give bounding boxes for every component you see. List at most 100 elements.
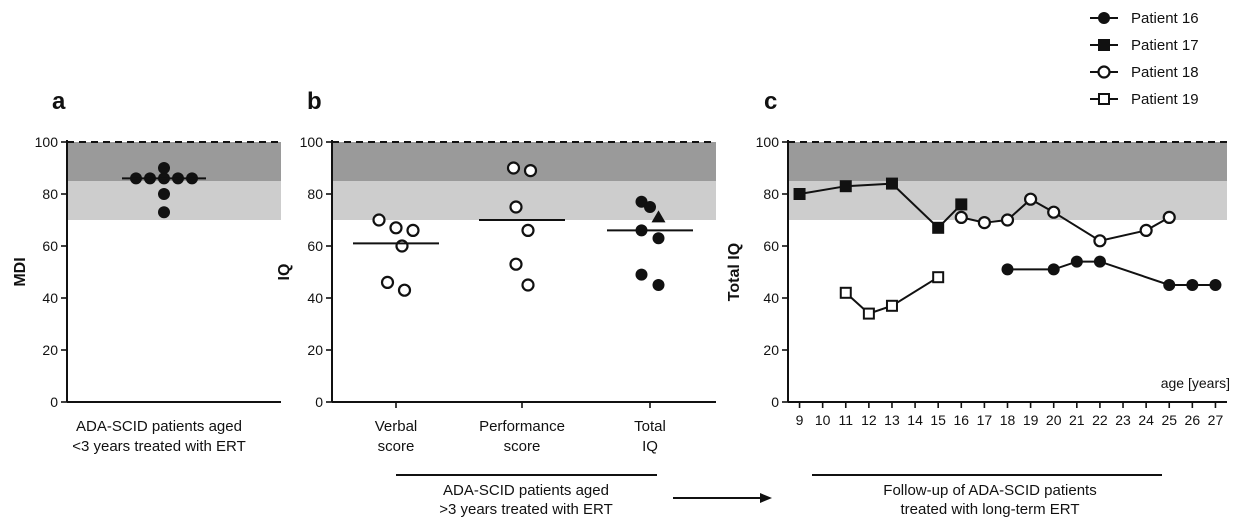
data-point-patient-19 [839, 286, 852, 299]
data-point-b [635, 268, 648, 281]
y-tick-label-a: 60 [42, 238, 58, 254]
series-line-patient-16 [1007, 260, 1216, 286]
y-tick-label-b: 0 [315, 394, 323, 410]
y-axis-label-a: MDI [12, 257, 29, 286]
data-point-patient-16 [1209, 279, 1222, 291]
data-point-patient-16 [1001, 263, 1014, 276]
x-tick-label-c: 25 [1161, 412, 1177, 428]
data-point-patient-16 [1186, 279, 1199, 291]
data-point-patient-17 [955, 198, 968, 211]
x-tick-label-c: 24 [1138, 412, 1154, 428]
category-label-b: Verbal [375, 418, 418, 435]
x-tick-label-c: 13 [884, 412, 900, 428]
data-point-patient-19 [862, 307, 875, 320]
x-tick-label-c: 11 [838, 412, 853, 428]
data-point-a [158, 162, 170, 174]
data-point-b [521, 278, 535, 292]
data-point-b [380, 275, 395, 289]
caption-a-line1: ADA-SCID patients aged [76, 418, 242, 435]
y-tick-label-c: 60 [763, 238, 779, 254]
category-label-b: score [504, 438, 541, 455]
caption-b-line1: ADA-SCID patients aged [443, 482, 609, 499]
legend-item-patient-17: Patient 17 [1090, 37, 1199, 54]
data-point-patient-18 [1162, 210, 1176, 224]
normal-range-band-dark-c [788, 142, 1227, 181]
x-tick-label-c: 18 [1000, 412, 1016, 428]
y-tick-label-c: 0 [771, 394, 779, 410]
plots-layer: 020406080100020406080100VerbalscorePerfo… [35, 134, 1227, 455]
x-tick-label-c: 19 [1023, 412, 1039, 428]
x-tick-label-c: 23 [1115, 412, 1131, 428]
normal-range-band-light-b [332, 181, 716, 220]
legend-item-patient-16: Patient 16 [1090, 10, 1199, 27]
caption-b-line2: >3 years treated with ERT [439, 501, 613, 518]
category-label-b: score [378, 438, 415, 455]
x-tick-label-c: 21 [1069, 412, 1085, 428]
x-axis-label-c: age [years] [1161, 375, 1230, 391]
x-tick-label-c: 16 [954, 412, 970, 428]
x-tick-label-c: 10 [815, 412, 831, 428]
legend-marker [1098, 12, 1110, 24]
data-point-b [521, 223, 535, 237]
data-point-b [644, 201, 656, 213]
normal-range-band-dark-b [332, 142, 716, 181]
caption-c-line2: treated with long-term ERT [901, 501, 1080, 518]
caption-a-line2: <3 years treated with ERT [72, 438, 246, 455]
data-point-b [506, 161, 521, 175]
data-point-b [523, 164, 538, 178]
data-point-patient-17 [839, 180, 852, 193]
legend-item-patient-18: Patient 18 [1090, 64, 1199, 81]
data-point-patient-18 [1000, 213, 1015, 227]
data-point-a [158, 188, 170, 200]
data-point-b [406, 223, 420, 237]
data-point-patient-19 [885, 299, 898, 312]
legend-label: Patient 19 [1131, 91, 1199, 108]
x-tick-label-c: 9 [796, 412, 804, 428]
y-tick-label-a: 100 [35, 134, 59, 150]
y-tick-label-b: 100 [300, 134, 324, 150]
x-tick-label-c: 15 [930, 412, 946, 428]
data-point-b [389, 221, 403, 235]
legend-item-patient-19: Patient 19 [1090, 91, 1199, 108]
data-point-patient-17 [793, 188, 806, 200]
y-tick-label-c: 100 [756, 134, 780, 150]
data-point-b [372, 213, 386, 227]
data-point-b [652, 279, 665, 291]
flow-arrow [673, 493, 772, 503]
legend-marker [1098, 93, 1110, 105]
caption-c-line1: Follow-up of ADA-SCID patients [883, 482, 1096, 499]
legend-label: Patient 17 [1131, 37, 1199, 54]
x-tick-label-c: 27 [1208, 412, 1224, 428]
y-axis-label-b: IQ [276, 264, 293, 281]
y-tick-label-b: 40 [307, 290, 323, 306]
category-label-b: IQ [642, 438, 658, 455]
x-tick-label-c: 12 [861, 412, 877, 428]
data-point-b [509, 257, 523, 271]
x-tick-label-c: 26 [1185, 412, 1201, 428]
normal-range-band-light-a [67, 181, 281, 220]
data-point-patient-18 [1047, 205, 1061, 219]
data-point-patient-18 [1024, 192, 1038, 206]
y-tick-label-c: 80 [763, 186, 779, 202]
data-point-a [158, 206, 170, 219]
legend-label: Patient 16 [1131, 10, 1199, 27]
x-tick-label-c: 22 [1092, 412, 1108, 428]
x-tick-label-c: 17 [977, 412, 993, 428]
data-point-patient-18 [1139, 223, 1153, 237]
data-point-patient-18 [1093, 234, 1107, 248]
y-tick-label-a: 80 [42, 186, 58, 202]
y-tick-label-b: 80 [307, 186, 323, 202]
series-line-patient-19 [845, 276, 939, 315]
data-point-patient-16 [1070, 255, 1083, 268]
y-tick-label-a: 20 [42, 342, 58, 358]
data-point-b [397, 283, 412, 297]
data-point-b [509, 200, 523, 214]
y-tick-label-c: 20 [763, 342, 779, 358]
panel-label-c: c [764, 88, 777, 115]
legend: Patient 16 Patient 17 Patient 18 Patient 19 [1090, 10, 1199, 108]
y-tick-label-b: 20 [307, 342, 323, 358]
panel-label-b: b [307, 88, 322, 115]
data-point-b [651, 210, 666, 223]
data-point-b [652, 232, 665, 245]
